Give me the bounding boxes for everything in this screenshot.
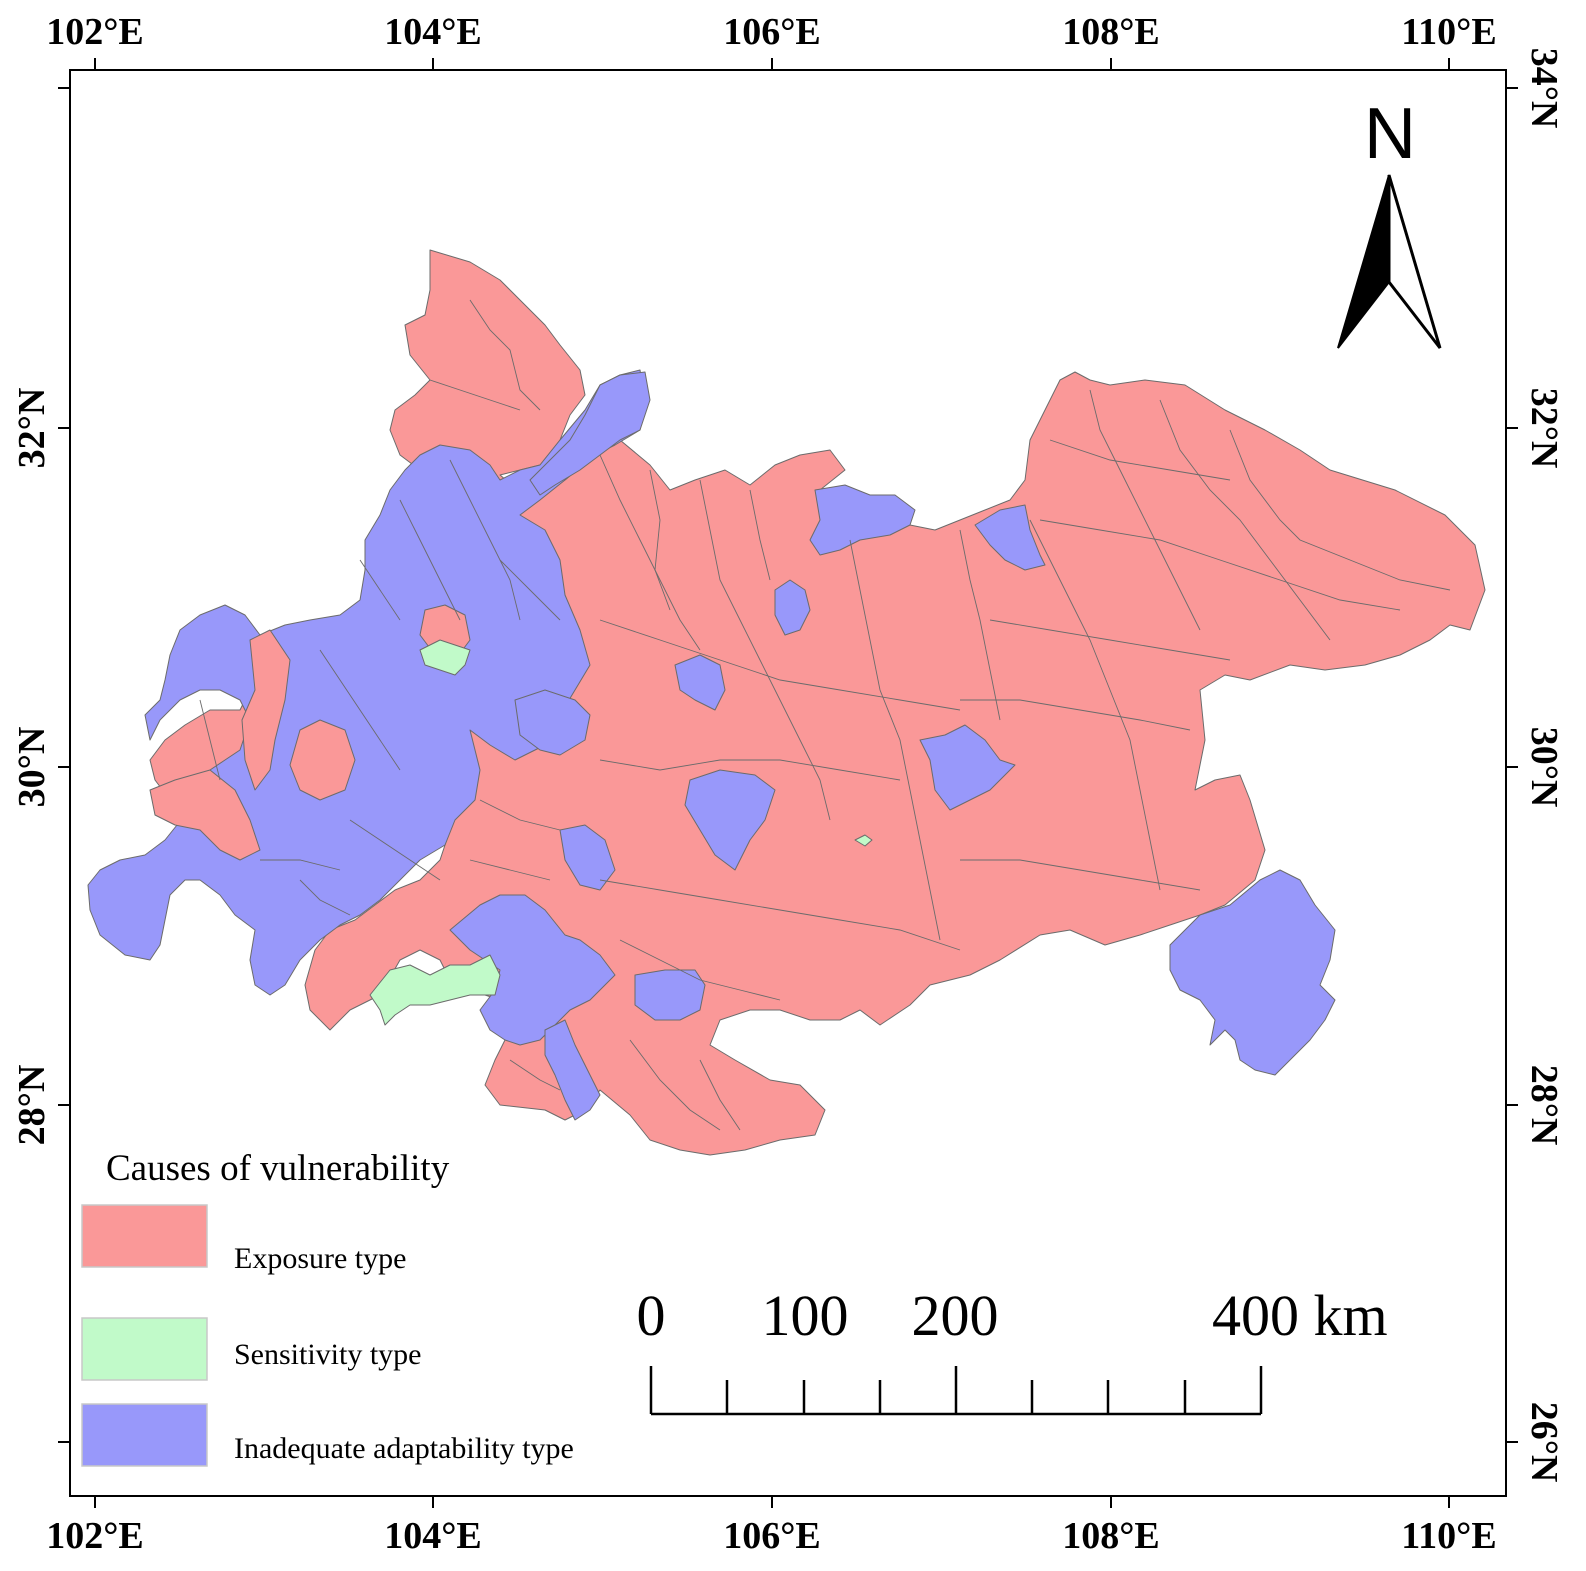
x-tick-bottom-106: 106°E <box>723 1515 821 1557</box>
region-sensitivity-3[interactable] <box>854 834 873 847</box>
x-tick-top-106: 106°E <box>723 11 821 53</box>
legend-swatch-sensitivity <box>81 1317 208 1381</box>
x-tick-top-102: 102°E <box>46 11 144 53</box>
region-inadequate-7[interactable] <box>559 824 616 891</box>
region-inadequate-east[interactable] <box>1169 869 1336 1076</box>
scale-label-400: 400 km <box>1212 1283 1388 1348</box>
y-tick-right-26: 26°N <box>1523 1402 1565 1483</box>
x-tick-top-104: 104°E <box>384 11 482 53</box>
scale-label-200: 200 <box>912 1283 999 1348</box>
north-arrow-label: N <box>1364 94 1416 174</box>
region-inadequate-3[interactable] <box>774 579 811 636</box>
legend-label-sensitivity: Sensitivity type <box>234 1338 422 1371</box>
scale-label-100: 100 <box>762 1283 849 1348</box>
y-tick-left-30: 30°N <box>11 727 53 808</box>
x-tick-bottom-110: 110°E <box>1401 1515 1496 1557</box>
region-inadequate-5[interactable] <box>684 769 776 871</box>
y-tick-right-28: 28°N <box>1523 1065 1565 1146</box>
region-inadequate-north[interactable] <box>529 371 651 496</box>
region-inadequate-8[interactable] <box>634 969 706 1021</box>
y-tick-left-28: 28°N <box>11 1065 53 1146</box>
y-tick-right-32: 32°N <box>1523 388 1565 469</box>
legend-title: Causes of vulnerability <box>106 1148 450 1189</box>
legend-label-exposure: Exposure type <box>234 1242 406 1275</box>
district-boundaries <box>199 299 1451 1131</box>
region-sensitivity-2[interactable] <box>369 954 501 1026</box>
y-tick-left-32: 32°N <box>11 388 53 469</box>
x-tick-bottom-108: 108°E <box>1062 1515 1160 1557</box>
y-tick-right-30: 30°N <box>1523 727 1565 808</box>
region-inadequate-10[interactable] <box>544 1019 601 1121</box>
legend-swatch-exposure <box>81 1204 208 1268</box>
north-arrow: N <box>1337 94 1442 349</box>
region-exposure-west-3[interactable] <box>289 719 356 801</box>
region-inadequate-1[interactable] <box>809 484 916 556</box>
region-exposure-west-1[interactable] <box>241 629 291 791</box>
region-exposure-west-2[interactable] <box>149 769 261 861</box>
x-tick-top-110: 110°E <box>1401 11 1496 53</box>
north-arrow-right-icon <box>1387 174 1442 349</box>
map-regions <box>87 249 1486 1156</box>
x-tick-bottom-102: 102°E <box>46 1515 144 1557</box>
x-tick-bottom-104: 104°E <box>384 1515 482 1557</box>
region-inadequate-6[interactable] <box>919 724 1016 811</box>
axis-ticks <box>58 58 1518 1508</box>
legend: Causes of vulnerability Exposure type Se… <box>81 1148 574 1467</box>
scale-bar: 0 100 200 400 km <box>637 1283 1388 1416</box>
region-sensitivity-1[interactable] <box>419 639 471 676</box>
region-inadequate-2[interactable] <box>974 504 1046 571</box>
region-inadequate-4[interactable] <box>674 654 726 711</box>
legend-label-inadequate: Inadequate adaptability type <box>234 1432 574 1465</box>
y-tick-right-34: 34°N <box>1523 48 1565 129</box>
x-tick-top-108: 108°E <box>1062 11 1160 53</box>
region-inadequate-11[interactable] <box>514 689 591 756</box>
scale-label-0: 0 <box>637 1283 666 1348</box>
legend-swatch-inadequate <box>81 1403 208 1467</box>
